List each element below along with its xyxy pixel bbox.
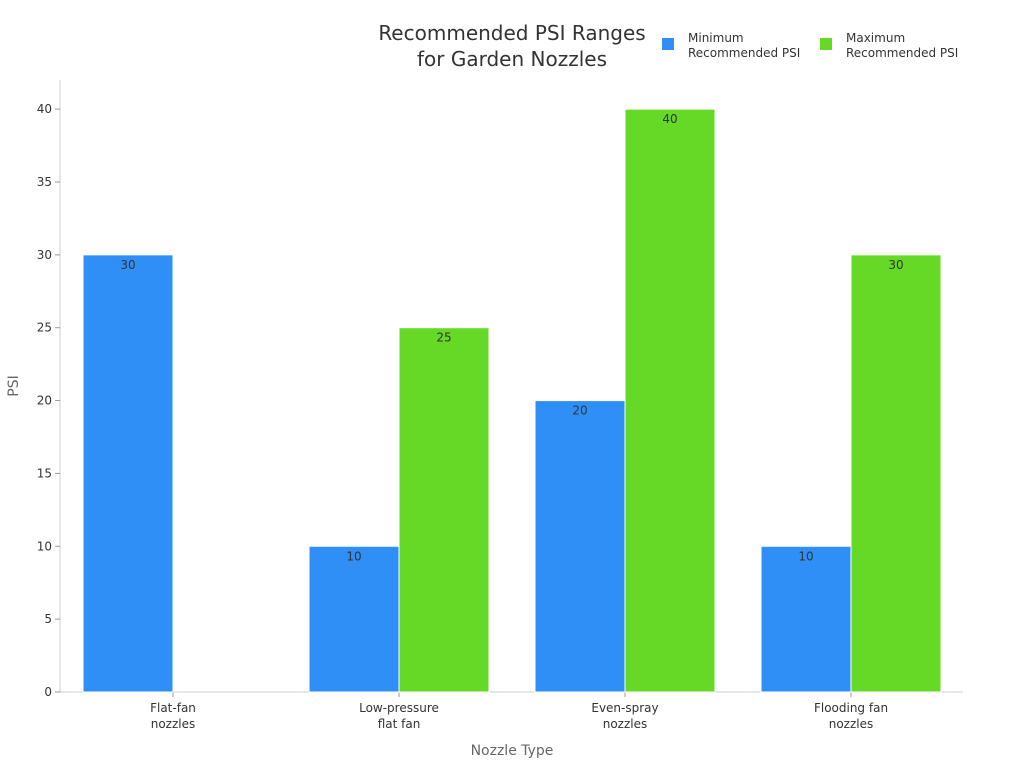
chart-title-line-2: for Garden Nozzles (417, 47, 607, 71)
x-tick-label: nozzles (603, 717, 648, 731)
x-tick-label: nozzles (151, 717, 196, 731)
legend-swatch (820, 38, 832, 50)
bar-value-label: 20 (572, 404, 587, 418)
bar-minimum (534, 400, 626, 693)
bar-value-label: 30 (888, 258, 903, 272)
bar-maximum (398, 327, 490, 693)
axes: 0 5 10 15 20 25 30 35 40 Flat-fan nozzles Low-press… (37, 80, 963, 731)
legend-label: Recommended PSI (688, 46, 800, 60)
x-axis-label: Nozzle Type (471, 743, 554, 759)
chart-title: Recommended PSI Ranges for Garden Nozzle… (378, 21, 645, 71)
bar-labels: 30 10 25 20 40 10 30 (120, 112, 903, 563)
bar-value-label: 25 (436, 331, 451, 345)
legend-label: Maximum (846, 31, 905, 45)
bar-value-label: 10 (346, 549, 361, 563)
y-tick-label: 5 (44, 612, 52, 626)
x-tick-label: Flat-fan (150, 701, 196, 715)
legend-swatch (662, 38, 674, 50)
y-tick-label: 25 (37, 321, 52, 335)
y-tick-label: 20 (37, 394, 52, 408)
x-tick-label: flat fan (378, 717, 421, 731)
bars (82, 108, 942, 693)
y-tick-label: 15 (37, 466, 52, 480)
y-tick-label: 30 (37, 248, 52, 262)
y-axis-label: PSI (6, 375, 22, 396)
y-tick-label: 10 (37, 539, 52, 553)
bar-maximum (850, 254, 942, 693)
y-tick-label: 40 (37, 102, 52, 116)
bar-value-label: 10 (798, 549, 813, 563)
x-tick-label: Even-spray (591, 701, 658, 715)
y-tick-label: 0 (44, 685, 52, 699)
bar-value-label: 30 (120, 258, 135, 272)
chart-title-line-1: Recommended PSI Ranges (378, 21, 645, 45)
bar-minimum (760, 545, 852, 693)
y-tick-label: 35 (37, 175, 52, 189)
legend-label: Minimum (688, 31, 744, 45)
bar-minimum (308, 545, 400, 693)
bar-value-label: 40 (662, 112, 677, 126)
bar-minimum (82, 254, 174, 693)
x-tick-label: nozzles (829, 717, 874, 731)
x-tick-label: Low-pressure (359, 701, 439, 715)
x-tick-label: Flooding fan (814, 701, 888, 715)
legend-label: Recommended PSI (846, 46, 958, 60)
bar-maximum (624, 108, 716, 693)
